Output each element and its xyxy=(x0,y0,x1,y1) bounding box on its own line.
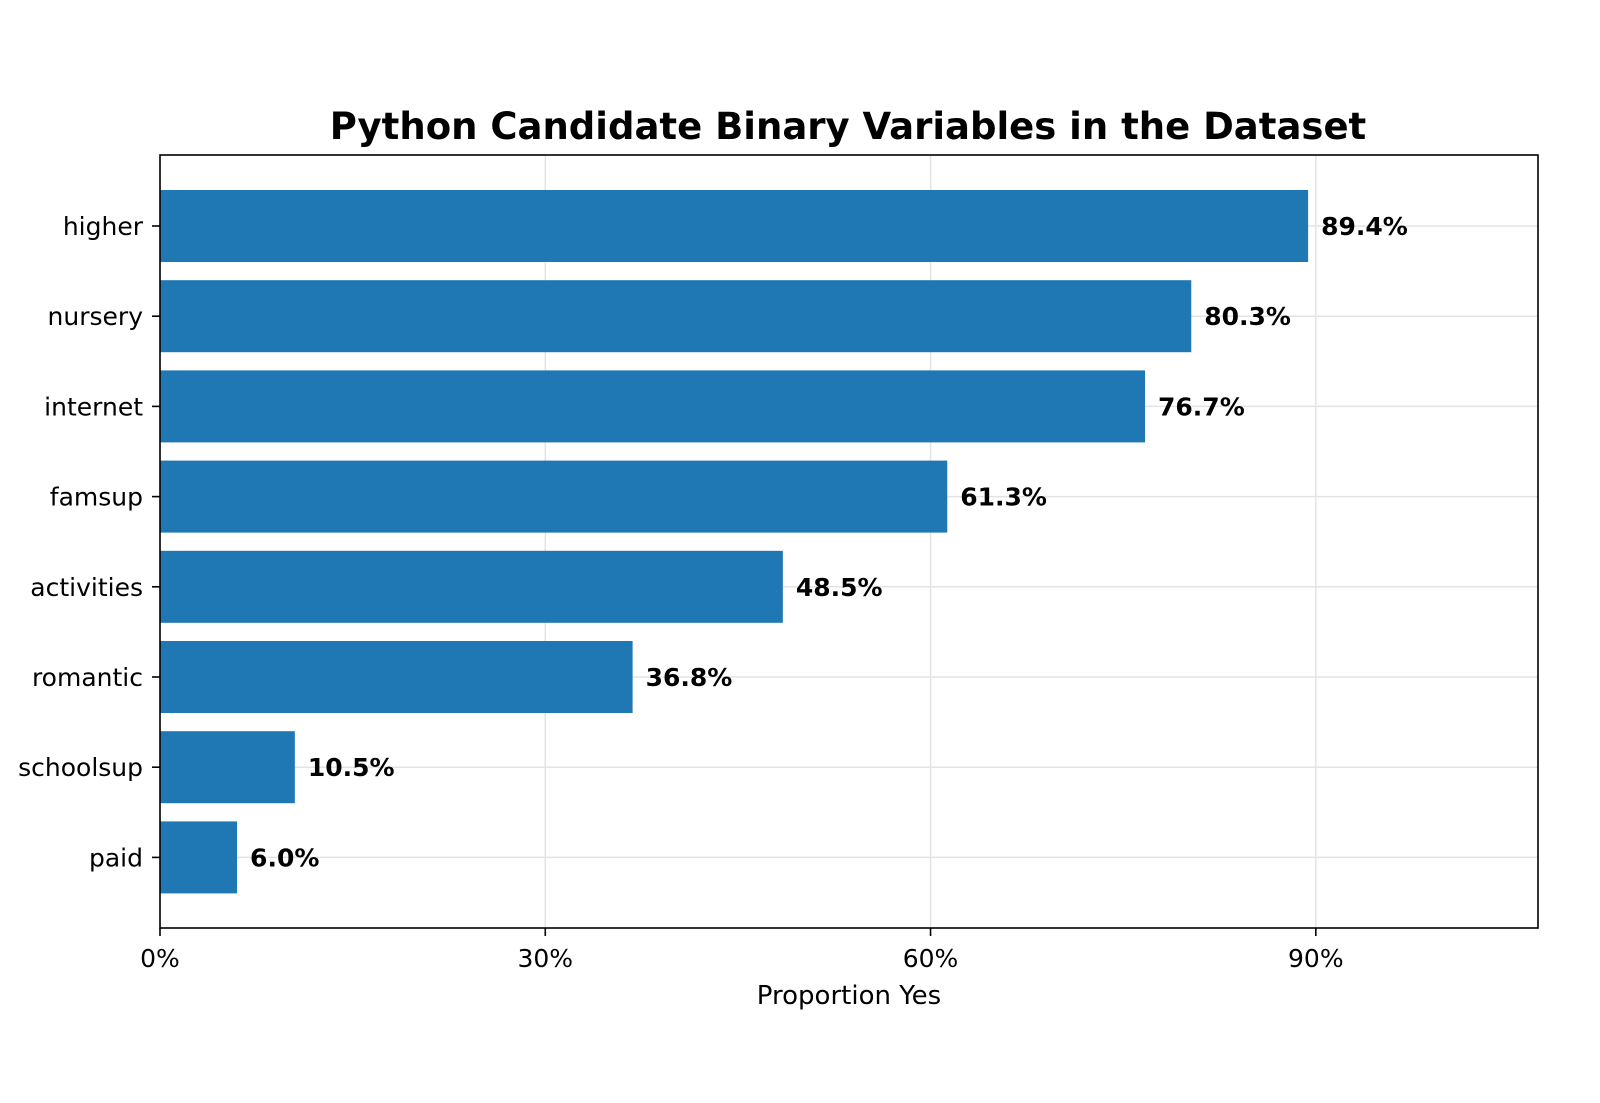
x-tick-label: 90% xyxy=(1288,944,1344,973)
y-tick-label-paid: paid xyxy=(89,843,143,872)
y-tick-label-famsup: famsup xyxy=(50,483,143,512)
data-label-schoolsup: 10.5% xyxy=(308,753,395,782)
x-tick-label: 0% xyxy=(140,944,180,973)
y-tick-label-activities: activities xyxy=(30,573,143,602)
y-tick-label-higher: higher xyxy=(63,212,144,241)
data-label-internet: 76.7% xyxy=(1158,392,1245,421)
plot-frame xyxy=(159,154,1539,929)
y-axis-ticks: higher nursery internet famsup activities rom… xyxy=(18,212,160,872)
x-tick-label: 60% xyxy=(903,944,959,973)
x-axis-ticks: 0% 30% 60% 90% xyxy=(140,928,1344,973)
data-label-nursery: 80.3% xyxy=(1204,302,1291,331)
bar-paid xyxy=(160,821,238,894)
data-label-activities: 48.5% xyxy=(796,573,883,602)
data-label-higher: 89.4% xyxy=(1321,212,1408,241)
data-label-romantic: 36.8% xyxy=(646,663,733,692)
y-tick-label-schoolsup: schoolsup xyxy=(18,753,143,782)
y-tick-label-nursery: nursery xyxy=(48,302,144,331)
y-tick-label-internet: internet xyxy=(44,392,143,421)
bar-romantic xyxy=(160,641,633,713)
data-label-paid: 6.0% xyxy=(250,843,319,872)
bar-schoolsup xyxy=(160,731,295,804)
bar-nursery xyxy=(160,280,1192,353)
bar-famsup xyxy=(160,460,948,533)
data-labels: 89.4% 80.3% 76.7% 61.3% 48.5% 36.8% 10.5% 6.0% xyxy=(250,212,1408,872)
y-tick-label-romantic: romantic xyxy=(32,663,143,692)
data-label-famsup: 61.3% xyxy=(960,483,1047,512)
bar-internet xyxy=(160,370,1146,443)
x-axis-label: Proportion Yes xyxy=(757,981,941,1011)
grid-lines xyxy=(159,155,1538,928)
x-tick-label: 30% xyxy=(517,944,573,973)
bar-activities xyxy=(160,550,783,623)
bar-higher xyxy=(160,190,1309,262)
chart-title: Python Candidate Binary Variables in the… xyxy=(330,105,1366,148)
bars xyxy=(160,190,1309,894)
